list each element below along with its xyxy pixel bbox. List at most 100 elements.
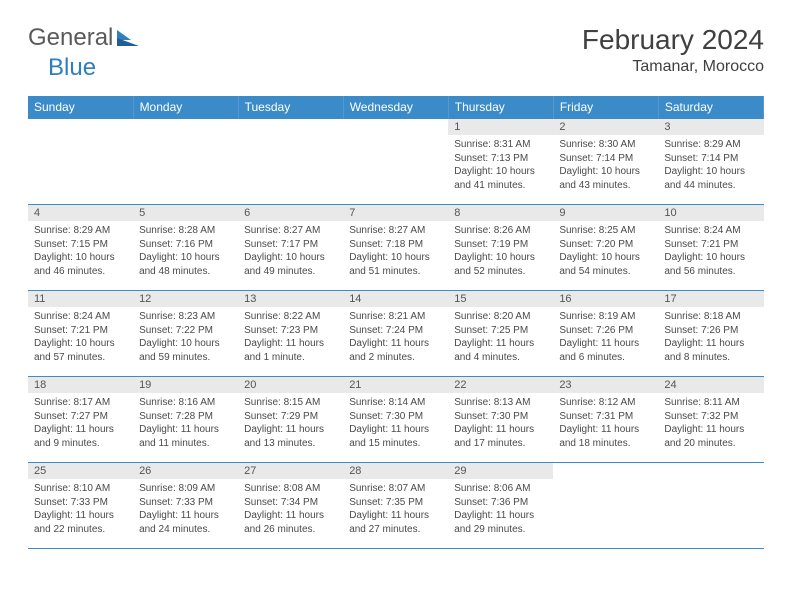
- day-data: Sunrise: 8:27 AMSunset: 7:18 PMDaylight:…: [343, 221, 448, 282]
- day-data: Sunrise: 8:17 AMSunset: 7:27 PMDaylight:…: [28, 393, 133, 454]
- day-data: Sunrise: 8:18 AMSunset: 7:26 PMDaylight:…: [658, 307, 763, 368]
- calendar-cell: 29Sunrise: 8:06 AMSunset: 7:36 PMDayligh…: [448, 463, 553, 549]
- calendar-cell: 2Sunrise: 8:30 AMSunset: 7:14 PMDaylight…: [553, 119, 658, 205]
- day-data: Sunrise: 8:29 AMSunset: 7:14 PMDaylight:…: [658, 135, 763, 196]
- calendar-row: 4Sunrise: 8:29 AMSunset: 7:15 PMDaylight…: [28, 205, 764, 291]
- day-number: 12: [133, 291, 238, 307]
- calendar-cell: [658, 463, 763, 549]
- day-data: Sunrise: 8:15 AMSunset: 7:29 PMDaylight:…: [238, 393, 343, 454]
- calendar-cell: 19Sunrise: 8:16 AMSunset: 7:28 PMDayligh…: [133, 377, 238, 463]
- location-text: Tamanar, Morocco: [582, 58, 764, 76]
- day-number: 8: [448, 205, 553, 221]
- logo-text-blue: Blue: [48, 54, 96, 81]
- day-number: 21: [343, 377, 448, 393]
- day-data: Sunrise: 8:26 AMSunset: 7:19 PMDaylight:…: [448, 221, 553, 282]
- calendar-cell: 1Sunrise: 8:31 AMSunset: 7:13 PMDaylight…: [448, 119, 553, 205]
- calendar-cell: 24Sunrise: 8:11 AMSunset: 7:32 PMDayligh…: [658, 377, 763, 463]
- day-data: Sunrise: 8:24 AMSunset: 7:21 PMDaylight:…: [658, 221, 763, 282]
- day-number: 14: [343, 291, 448, 307]
- logo-text-general: General: [28, 24, 113, 52]
- day-number: 5: [133, 205, 238, 221]
- day-number: 11: [28, 291, 133, 307]
- calendar-row: 18Sunrise: 8:17 AMSunset: 7:27 PMDayligh…: [28, 377, 764, 463]
- calendar-cell: 17Sunrise: 8:18 AMSunset: 7:26 PMDayligh…: [658, 291, 763, 377]
- calendar-cell: 22Sunrise: 8:13 AMSunset: 7:30 PMDayligh…: [448, 377, 553, 463]
- day-number: 10: [658, 205, 763, 221]
- day-number: 3: [658, 119, 763, 135]
- calendar-row: 11Sunrise: 8:24 AMSunset: 7:21 PMDayligh…: [28, 291, 764, 377]
- day-number: 18: [28, 377, 133, 393]
- calendar-header-row: SundayMondayTuesdayWednesdayThursdayFrid…: [28, 96, 764, 119]
- page-title: February 2024: [582, 24, 764, 56]
- calendar-cell: 13Sunrise: 8:22 AMSunset: 7:23 PMDayligh…: [238, 291, 343, 377]
- day-number: 7: [343, 205, 448, 221]
- calendar-cell: 25Sunrise: 8:10 AMSunset: 7:33 PMDayligh…: [28, 463, 133, 549]
- day-number: 13: [238, 291, 343, 307]
- day-number: 1: [448, 119, 553, 135]
- day-data: Sunrise: 8:19 AMSunset: 7:26 PMDaylight:…: [553, 307, 658, 368]
- day-data: Sunrise: 8:24 AMSunset: 7:21 PMDaylight:…: [28, 307, 133, 368]
- day-number: 29: [448, 463, 553, 479]
- calendar-cell: [133, 119, 238, 205]
- weekday-header: Monday: [133, 96, 238, 119]
- day-data: Sunrise: 8:29 AMSunset: 7:15 PMDaylight:…: [28, 221, 133, 282]
- day-data: Sunrise: 8:27 AMSunset: 7:17 PMDaylight:…: [238, 221, 343, 282]
- calendar-cell: 9Sunrise: 8:25 AMSunset: 7:20 PMDaylight…: [553, 205, 658, 291]
- day-number: 24: [658, 377, 763, 393]
- day-data: Sunrise: 8:09 AMSunset: 7:33 PMDaylight:…: [133, 479, 238, 540]
- day-data: Sunrise: 8:08 AMSunset: 7:34 PMDaylight:…: [238, 479, 343, 540]
- day-number: 23: [553, 377, 658, 393]
- day-data: Sunrise: 8:06 AMSunset: 7:36 PMDaylight:…: [448, 479, 553, 540]
- day-data: Sunrise: 8:23 AMSunset: 7:22 PMDaylight:…: [133, 307, 238, 368]
- day-data: Sunrise: 8:16 AMSunset: 7:28 PMDaylight:…: [133, 393, 238, 454]
- day-data: Sunrise: 8:31 AMSunset: 7:13 PMDaylight:…: [448, 135, 553, 196]
- day-number: 6: [238, 205, 343, 221]
- day-number: 19: [133, 377, 238, 393]
- logo: General: [28, 24, 133, 52]
- calendar-row: 1Sunrise: 8:31 AMSunset: 7:13 PMDaylight…: [28, 119, 764, 205]
- day-number: 17: [658, 291, 763, 307]
- calendar-cell: 18Sunrise: 8:17 AMSunset: 7:27 PMDayligh…: [28, 377, 133, 463]
- calendar-cell: [28, 119, 133, 205]
- day-number: 20: [238, 377, 343, 393]
- day-data: Sunrise: 8:13 AMSunset: 7:30 PMDaylight:…: [448, 393, 553, 454]
- calendar-cell: 21Sunrise: 8:14 AMSunset: 7:30 PMDayligh…: [343, 377, 448, 463]
- day-number: 27: [238, 463, 343, 479]
- calendar-cell: 28Sunrise: 8:07 AMSunset: 7:35 PMDayligh…: [343, 463, 448, 549]
- calendar-cell: 26Sunrise: 8:09 AMSunset: 7:33 PMDayligh…: [133, 463, 238, 549]
- weekday-header: Wednesday: [343, 96, 448, 119]
- title-block: February 2024 Tamanar, Morocco: [582, 24, 764, 76]
- day-data: Sunrise: 8:25 AMSunset: 7:20 PMDaylight:…: [553, 221, 658, 282]
- calendar-cell: [238, 119, 343, 205]
- weekday-header: Saturday: [658, 96, 763, 119]
- day-number: 9: [553, 205, 658, 221]
- day-data: Sunrise: 8:20 AMSunset: 7:25 PMDaylight:…: [448, 307, 553, 368]
- day-number: 25: [28, 463, 133, 479]
- day-number: 2: [553, 119, 658, 135]
- calendar-cell: 7Sunrise: 8:27 AMSunset: 7:18 PMDaylight…: [343, 205, 448, 291]
- day-number: 4: [28, 205, 133, 221]
- calendar-cell: 14Sunrise: 8:21 AMSunset: 7:24 PMDayligh…: [343, 291, 448, 377]
- day-number: 16: [553, 291, 658, 307]
- day-data: Sunrise: 8:07 AMSunset: 7:35 PMDaylight:…: [343, 479, 448, 540]
- calendar-cell: [343, 119, 448, 205]
- day-data: Sunrise: 8:21 AMSunset: 7:24 PMDaylight:…: [343, 307, 448, 368]
- calendar-cell: 15Sunrise: 8:20 AMSunset: 7:25 PMDayligh…: [448, 291, 553, 377]
- calendar-cell: 4Sunrise: 8:29 AMSunset: 7:15 PMDaylight…: [28, 205, 133, 291]
- day-number: 22: [448, 377, 553, 393]
- day-data: Sunrise: 8:28 AMSunset: 7:16 PMDaylight:…: [133, 221, 238, 282]
- calendar-row: 25Sunrise: 8:10 AMSunset: 7:33 PMDayligh…: [28, 463, 764, 549]
- weekday-header: Thursday: [448, 96, 553, 119]
- day-number: 28: [343, 463, 448, 479]
- weekday-header: Sunday: [28, 96, 133, 119]
- day-data: Sunrise: 8:14 AMSunset: 7:30 PMDaylight:…: [343, 393, 448, 454]
- day-data: Sunrise: 8:22 AMSunset: 7:23 PMDaylight:…: [238, 307, 343, 368]
- calendar-cell: 12Sunrise: 8:23 AMSunset: 7:22 PMDayligh…: [133, 291, 238, 377]
- calendar-table: SundayMondayTuesdayWednesdayThursdayFrid…: [28, 96, 764, 549]
- day-number: 15: [448, 291, 553, 307]
- weekday-header: Tuesday: [238, 96, 343, 119]
- day-data: Sunrise: 8:10 AMSunset: 7:33 PMDaylight:…: [28, 479, 133, 540]
- calendar-cell: 10Sunrise: 8:24 AMSunset: 7:21 PMDayligh…: [658, 205, 763, 291]
- calendar-cell: 5Sunrise: 8:28 AMSunset: 7:16 PMDaylight…: [133, 205, 238, 291]
- calendar-cell: 11Sunrise: 8:24 AMSunset: 7:21 PMDayligh…: [28, 291, 133, 377]
